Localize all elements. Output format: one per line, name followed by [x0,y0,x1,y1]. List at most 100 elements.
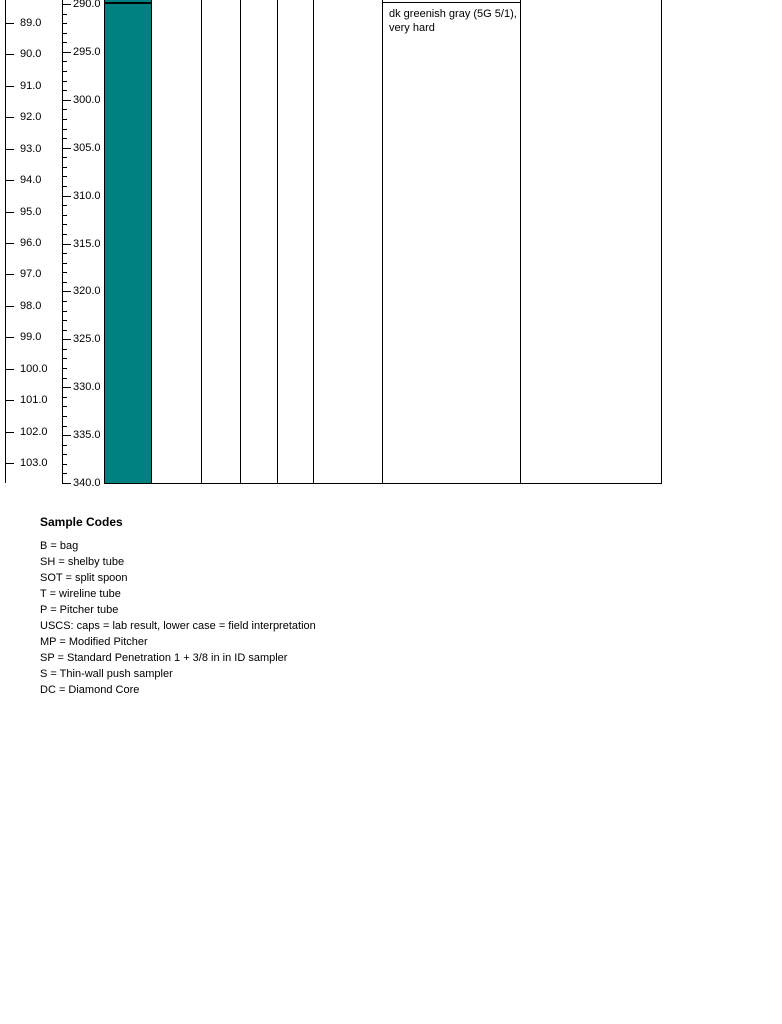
depth-label-ft: 315.0 [73,238,101,250]
depth-tick-m [5,306,14,307]
depth-label-ft: 305.0 [73,142,101,154]
legend-item: DC = Diamond Core [40,684,140,696]
depth-tick-ft-minor [62,358,67,359]
depth-tick-ft-major [62,100,71,101]
depth-tick-ft-major [62,4,71,5]
depth-tick-m [5,463,14,464]
depth-tick-ft-minor [62,157,67,158]
depth-label-m: 100.0 [20,363,48,375]
depth-label-m: 94.0 [20,174,42,186]
depth-tick-ft-minor [62,397,67,398]
depth-tick-ft-minor [62,119,67,120]
depth-label-m: 97.0 [20,268,42,280]
depth-tick-ft-minor [62,473,67,474]
depth-tick-ft-minor [62,301,67,302]
depth-tick-m [5,400,14,401]
depth-label-m: 93.0 [20,143,42,155]
depth-tick-ft-minor [62,215,67,216]
depth-label-m: 98.0 [20,300,42,312]
depth-label-ft: 330.0 [73,381,101,393]
depth-tick-ft-minor [62,320,67,321]
depth-tick-m [5,23,14,24]
depth-tick-ft-major [62,387,71,388]
depth-tick-ft-minor [62,464,67,465]
lithology-description: dk greenish gray (5G 5/1), very hard [389,8,517,34]
depth-tick-ft-minor [62,109,67,110]
log-column-border [277,0,278,483]
description-cell-top-border [382,2,521,3]
depth-tick-m [5,117,14,118]
depth-label-ft: 325.0 [73,333,101,345]
sample-codes-legend: Sample Codes B = bag SH = shelby tube SOT … [40,515,316,698]
depth-label-ft: 300.0 [73,94,101,106]
depth-tick-m [5,243,14,244]
depth-tick-ft-minor [62,253,67,254]
lithology-bed-boundary [104,2,152,4]
legend-item: T = wireline tube [40,588,121,600]
depth-tick-ft-minor [62,263,67,264]
depth-tick-ft-minor [62,416,67,417]
depth-tick-ft-minor [62,129,67,130]
depth-scale-meters-line [5,0,6,483]
depth-tick-m [5,54,14,55]
log-column-border [520,0,521,483]
depth-tick-m [5,86,14,87]
legend-item: MP = Modified Pitcher [40,636,148,648]
depth-label-m: 96.0 [20,237,42,249]
depth-tick-ft-major [62,483,71,484]
depth-tick-ft-major [62,52,71,53]
depth-tick-ft-minor [62,311,67,312]
log-bottom-border [104,483,662,484]
depth-tick-ft-minor [62,272,67,273]
depth-tick-m [5,212,14,213]
depth-tick-ft-minor [62,186,67,187]
depth-tick-ft-minor [62,282,67,283]
depth-label-m: 92.0 [20,111,42,123]
depth-label-ft: 290.0 [73,0,101,10]
legend-item: S = Thin-wall push sampler [40,668,173,680]
depth-tick-ft-major [62,291,71,292]
depth-label-ft: 310.0 [73,190,101,202]
depth-tick-ft-minor [62,406,67,407]
depth-label-m: 99.0 [20,331,42,343]
log-column-border [151,0,152,483]
legend-item: P = Pitcher tube [40,604,119,616]
depth-label-ft: 320.0 [73,285,101,297]
depth-label-m: 103.0 [20,457,48,469]
depth-scale-feet-line [62,0,63,483]
log-column-border [661,0,662,483]
depth-tick-ft-minor [62,205,67,206]
depth-tick-ft-minor [62,330,67,331]
depth-tick-ft-minor [62,224,67,225]
legend-title: Sample Codes [40,515,123,529]
depth-tick-m [5,369,14,370]
depth-tick-ft-major [62,435,71,436]
depth-tick-m [5,149,14,150]
depth-tick-ft-minor [62,378,67,379]
legend-item: SH = shelby tube [40,556,125,568]
depth-tick-m [5,274,14,275]
log-column-border [201,0,202,483]
lithology-fill [104,0,152,483]
depth-tick-ft-minor [62,454,67,455]
depth-tick-ft-minor [62,368,67,369]
legend-item: SOT = split spoon [40,572,128,584]
log-column-border [313,0,314,483]
depth-tick-ft-major [62,196,71,197]
legend-item: USCS: caps = lab result, lower case = fi… [40,620,316,632]
depth-tick-ft-minor [62,349,67,350]
depth-label-m: 89.0 [20,17,42,29]
log-column-border [382,0,383,483]
depth-tick-ft-minor [62,445,67,446]
depth-tick-m [5,180,14,181]
depth-tick-ft-major [62,339,71,340]
depth-tick-ft-minor [62,81,67,82]
depth-tick-ft-minor [62,138,67,139]
depth-label-m: 95.0 [20,206,42,218]
depth-tick-m [5,337,14,338]
depth-tick-m [5,432,14,433]
depth-tick-ft-minor [62,14,67,15]
depth-tick-ft-minor [62,90,67,91]
depth-tick-ft-minor [62,23,67,24]
depth-label-ft: 340.0 [73,477,101,489]
